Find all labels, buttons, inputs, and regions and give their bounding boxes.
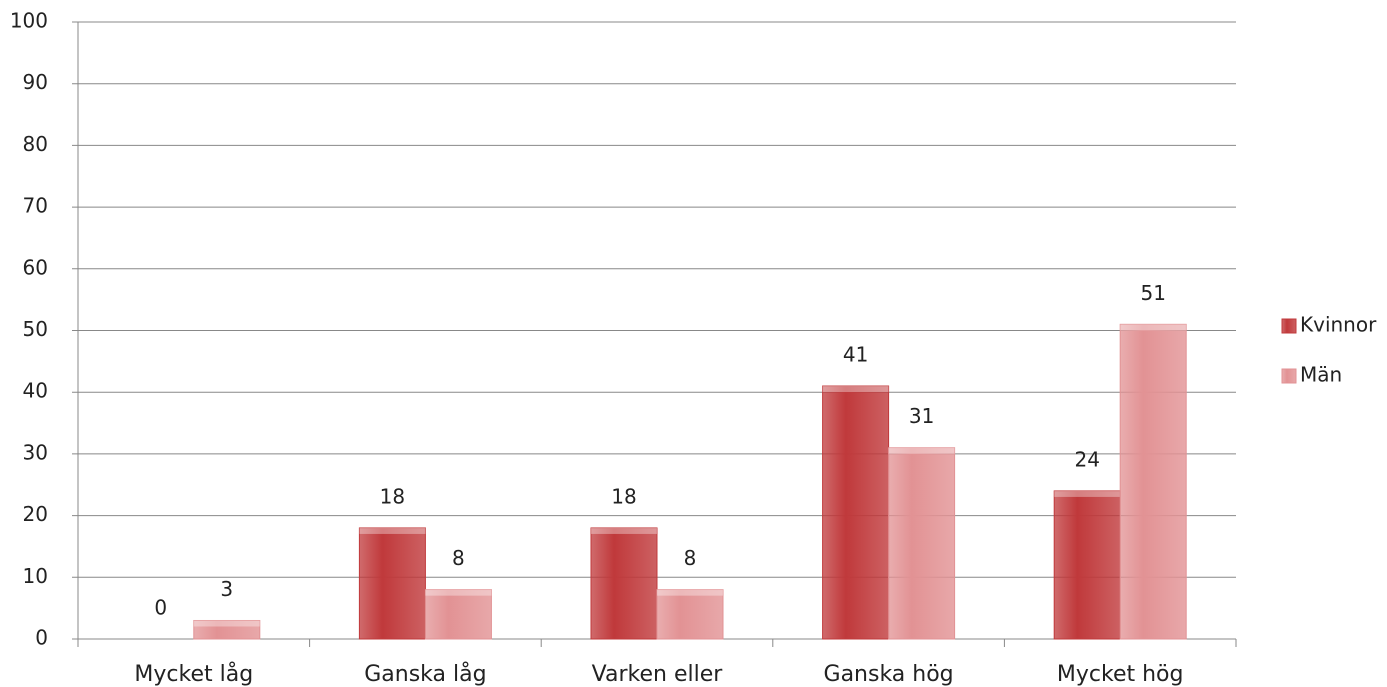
bar (822, 385, 890, 640)
y-tick-label: 10 (23, 564, 48, 588)
x-tick-label: Varken eller (592, 662, 724, 687)
y-tick-label: 40 (23, 379, 48, 403)
y-tick-label: 90 (23, 70, 48, 94)
y-tick-label: 50 (23, 317, 48, 341)
data-label: 8 (684, 546, 697, 570)
y-tick-label: 100 (10, 9, 48, 33)
bar (888, 447, 956, 640)
bar-cap (1120, 324, 1187, 331)
legend-swatch (1281, 368, 1297, 384)
data-label: 3 (220, 577, 233, 601)
bar (590, 527, 658, 640)
x-tick-label: Ganska hög (824, 662, 954, 687)
y-tick-label: 70 (23, 194, 48, 218)
data-label: 18 (611, 484, 636, 508)
bar (1119, 323, 1187, 640)
data-label: 0 (154, 596, 167, 620)
bar-cap (359, 527, 426, 534)
y-tick-label: 30 (23, 440, 48, 464)
x-tick-label: Ganska låg (364, 661, 486, 687)
bar (424, 589, 492, 640)
bar-cap (1054, 490, 1121, 497)
legend-label: Kvinnor (1300, 313, 1377, 337)
legend-label: Män (1300, 363, 1342, 387)
y-tick-label: 20 (23, 502, 48, 526)
legend-swatch (1281, 318, 1297, 334)
data-label: 24 (1074, 447, 1099, 471)
bar (358, 527, 426, 640)
bar-cap (822, 386, 889, 393)
bar-cap (888, 447, 955, 454)
bar (193, 619, 261, 640)
data-label: 31 (909, 404, 934, 428)
data-label: 51 (1140, 281, 1165, 305)
bar (656, 589, 724, 640)
bar (1053, 490, 1121, 640)
bar-cap (193, 620, 260, 627)
x-tick-label: Mycket låg (134, 661, 253, 687)
y-tick-label: 80 (23, 132, 48, 156)
data-label: 8 (452, 546, 465, 570)
data-label: 18 (380, 484, 405, 508)
x-tick-label: Mycket hög (1057, 662, 1184, 687)
y-tick-label: 0 (35, 626, 48, 650)
bar-cap (657, 589, 723, 596)
y-tick-label: 60 (23, 255, 48, 279)
bar-cap (591, 527, 657, 534)
bar-cap (425, 589, 492, 596)
data-label: 41 (843, 343, 868, 367)
